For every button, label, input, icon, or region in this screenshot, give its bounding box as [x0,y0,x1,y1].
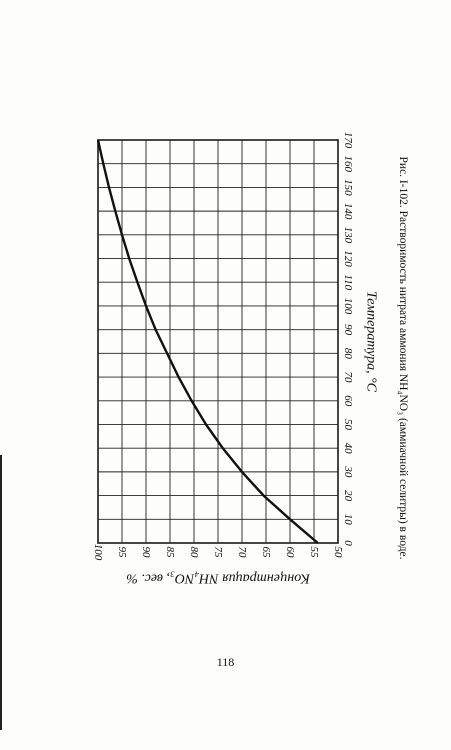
y-tick-label: 60 [284,547,296,559]
y-tick-label: 50 [332,547,344,559]
x-tick-label: 160 [342,155,354,172]
y-axis-title: Концентрация NH₄NO₃, вес. % [126,571,311,586]
x-tick-label: 80 [342,348,354,360]
x-tick-label: 0 [342,540,354,546]
page-number: 118 [216,655,235,669]
x-tick-label: 20 [342,490,354,502]
x-tick-label: 70 [342,372,354,384]
x-tick-label: 30 [342,465,354,478]
solubility-curve [96,139,319,544]
plot-area [96,139,339,544]
x-tick-label: 140 [342,203,354,220]
y-tick-label: 65 [260,547,272,559]
y-tick-label: 70 [236,547,248,559]
page-edge-line [0,455,2,730]
y-tick-label: 80 [188,547,200,559]
y-tick-label: 55 [308,547,320,559]
x-tick-label: 40 [342,443,354,455]
y-tick-label: 90 [140,547,152,559]
x-tick-label: 100 [342,298,354,315]
y-tick-label: 85 [164,547,176,559]
x-tick-label: 120 [342,250,354,267]
axis-labels: 0 10 20 30 40 50 60 70 80 90 100 110 120 130 140 150 160… [92,132,379,586]
x-tick-label: 130 [342,227,354,244]
y-tick-label: 95 [116,547,128,559]
x-tick-label: 60 [342,395,354,407]
x-axis-title: Температура, °С [364,291,379,393]
x-tick-label: 90 [342,324,354,336]
y-tick-label: 100 [92,544,104,561]
y-tick-label: 75 [212,547,224,559]
figure-caption: Рис. I-102. Растворимость нитрата аммони… [397,157,409,560]
x-tick-label: 170 [342,132,354,149]
x-tick-label: 10 [342,514,354,526]
x-tick-label: 150 [342,179,354,196]
x-tick-label: 110 [342,274,354,290]
x-tick-label: 50 [342,419,354,431]
